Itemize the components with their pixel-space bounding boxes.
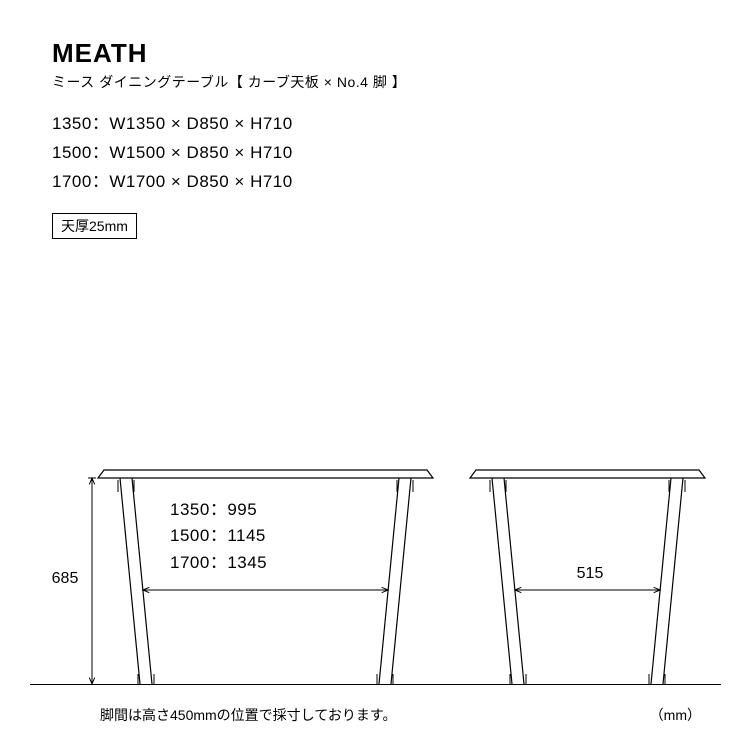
footnote-text: 脚間は高さ450mmの位置で採寸しております。 [100,705,396,725]
side-width-dimension-label: 515 [560,565,620,583]
unit-label: （mm） [650,705,701,725]
dim-row: 1350：995 [170,497,267,523]
dim-row: 1700：1345 [170,550,267,576]
floor-line [30,684,721,685]
front-width-dimensions: 1350：995 1500：1145 1700：1345 [170,497,267,576]
height-dimension-label: 685 [40,570,90,588]
dim-row: 1500：1145 [170,523,267,549]
technical-drawing [0,0,751,751]
